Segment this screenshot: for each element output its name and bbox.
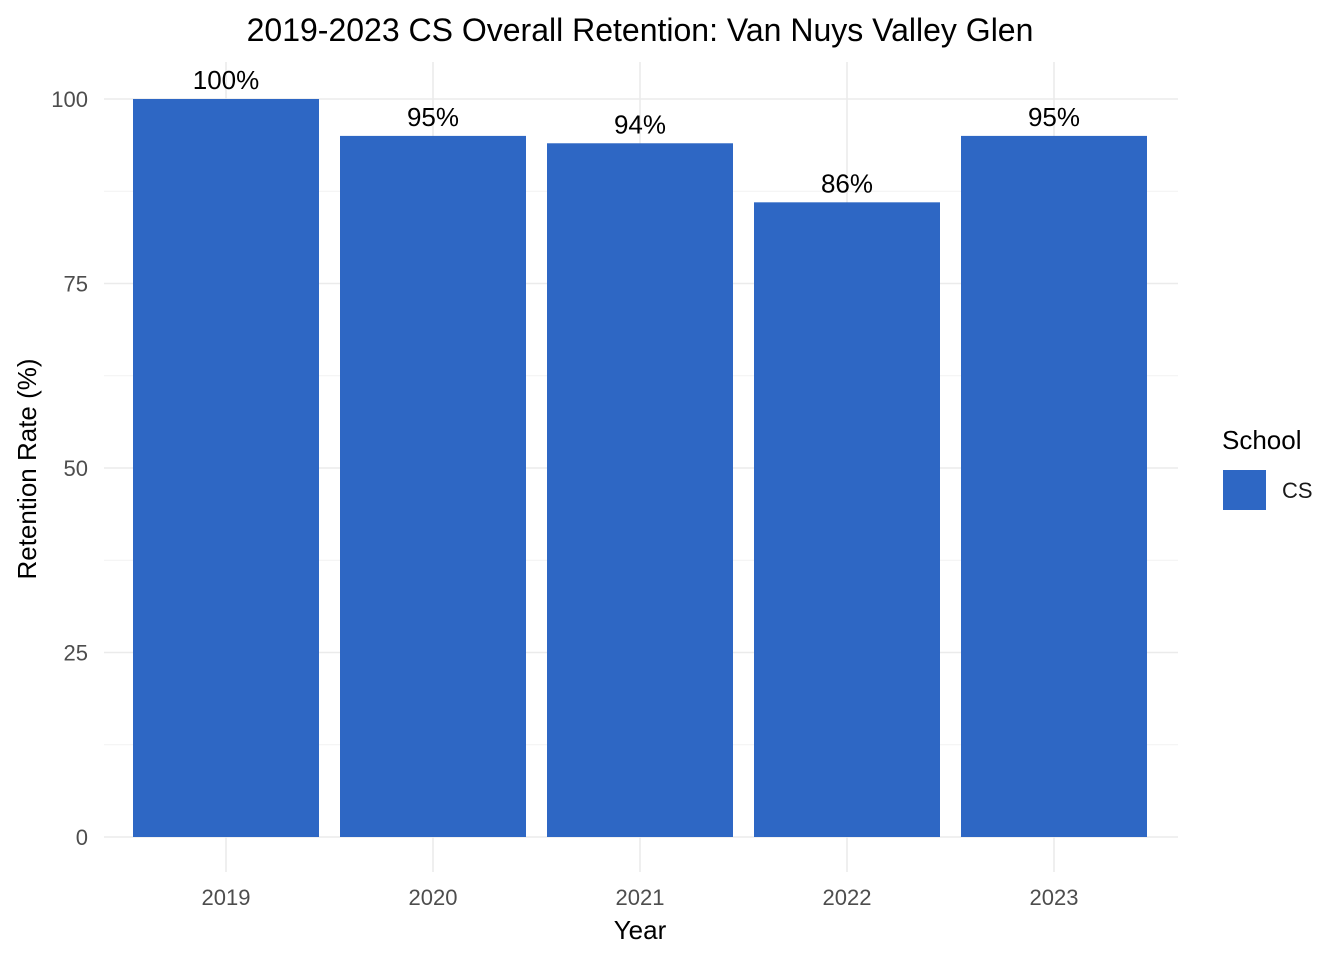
y-tick-label: 75 — [64, 272, 88, 297]
legend-label-cs: CS — [1282, 478, 1313, 503]
x-tick-label-2023: 2023 — [1030, 885, 1079, 910]
bar-2022 — [754, 202, 940, 837]
y-tick-label: 50 — [64, 456, 88, 481]
bar-2021 — [547, 143, 733, 837]
x-tick-label-2021: 2021 — [616, 885, 665, 910]
data-label-2020: 95% — [407, 102, 459, 132]
y-tick-label: 0 — [76, 825, 88, 850]
legend-swatch-cs — [1223, 470, 1266, 510]
y-tick-label: 100 — [51, 87, 88, 112]
y-axis-ticks: 0 25 50 75 100 — [51, 87, 88, 850]
legend-title: School — [1222, 425, 1302, 455]
data-label-2023: 95% — [1028, 102, 1080, 132]
data-label-2022: 86% — [821, 168, 873, 198]
legend: School CS — [1222, 425, 1313, 510]
bars — [133, 99, 1147, 837]
y-tick-label: 25 — [64, 641, 88, 666]
data-labels: 100% 95% 94% 86% 95% — [193, 65, 1080, 198]
bar-2020 — [340, 135, 526, 837]
y-axis-title: Retention Rate (%) — [12, 358, 42, 579]
bar-2023 — [961, 135, 1147, 837]
x-axis-ticks: 2019 2020 2021 2022 2023 — [202, 885, 1079, 910]
x-tick-label-2020: 2020 — [409, 885, 458, 910]
x-tick-label-2022: 2022 — [823, 885, 872, 910]
data-label-2021: 94% — [614, 109, 666, 139]
chart-title: 2019-2023 CS Overall Retention: Van Nuys… — [247, 12, 1034, 48]
bar-2019 — [133, 99, 319, 837]
data-label-2019: 100% — [193, 65, 260, 95]
x-axis-title: Year — [614, 915, 667, 945]
x-tick-label-2019: 2019 — [202, 885, 251, 910]
